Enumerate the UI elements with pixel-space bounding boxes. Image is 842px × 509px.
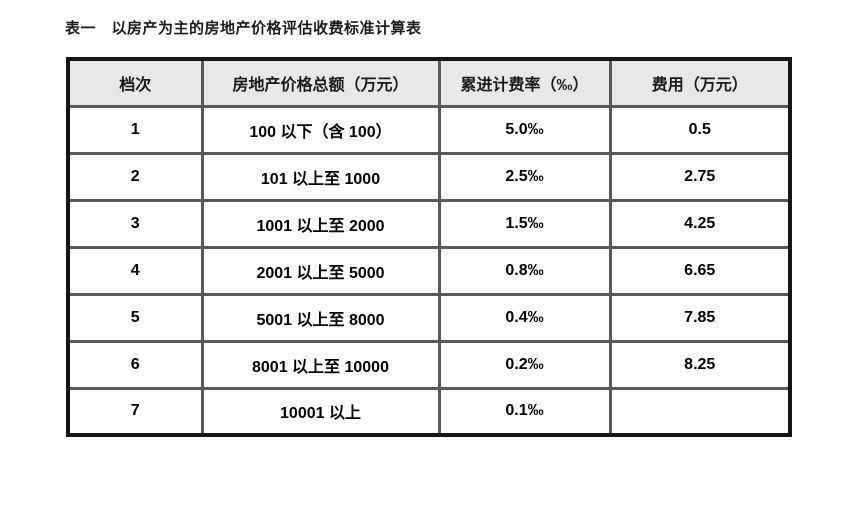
cell-rate: 0.2‰: [437, 339, 612, 390]
cell-price-range: 8001 以上至 10000: [200, 339, 441, 390]
cell-fee: 7.85: [608, 292, 792, 343]
cell-fee: 2.75: [608, 151, 792, 202]
fee-standard-table: 档次 房地产价格总额（万元） 累进计费率（‰） 费用（万元） 1 100 以下（…: [66, 57, 792, 437]
page-title: 表一 以房产为主的房地产价格评估收费标准计算表: [65, 20, 422, 37]
cell-price-range: 100 以下（含 100）: [200, 104, 441, 155]
cell-grade: 3: [66, 198, 204, 249]
table-row: 3 1001 以上至 2000 1.5‰ 4.25: [66, 198, 792, 249]
cell-price-range: 10001 以上: [200, 386, 441, 437]
cell-rate: 0.8‰: [437, 245, 612, 296]
cell-price-range: 5001 以上至 8000: [200, 292, 441, 343]
table-row: 1 100 以下（含 100） 5.0‰ 0.5: [66, 104, 792, 155]
table-header-row: 档次 房地产价格总额（万元） 累进计费率（‰） 费用（万元）: [66, 57, 792, 108]
cell-grade: 7: [66, 386, 204, 437]
cell-grade: 5: [66, 292, 204, 343]
cell-fee: 4.25: [608, 198, 792, 249]
cell-rate: 1.5‰: [437, 198, 612, 249]
header-grade: 档次: [66, 57, 204, 108]
cell-rate: 0.1‰: [437, 386, 612, 437]
table-row: 7 10001 以上 0.1‰: [66, 386, 792, 437]
cell-grade: 6: [66, 339, 204, 390]
table-row: 5 5001 以上至 8000 0.4‰ 7.85: [66, 292, 792, 343]
header-total-price: 房地产价格总额（万元）: [200, 57, 441, 108]
cell-grade: 4: [66, 245, 204, 296]
cell-price-range: 101 以上至 1000: [200, 151, 441, 202]
cell-fee: [608, 386, 792, 437]
cell-rate: 5.0‰: [437, 104, 612, 155]
header-progressive-rate: 累进计费率（‰）: [437, 57, 612, 108]
table-row: 4 2001 以上至 5000 0.8‰ 6.65: [66, 245, 792, 296]
cell-rate: 0.4‰: [437, 292, 612, 343]
cell-price-range: 1001 以上至 2000: [200, 198, 441, 249]
cell-price-range: 2001 以上至 5000: [200, 245, 441, 296]
cell-fee: 8.25: [608, 339, 792, 390]
table-row: 6 8001 以上至 10000 0.2‰ 8.25: [66, 339, 792, 390]
cell-grade: 1: [66, 104, 204, 155]
cell-fee: 0.5: [608, 104, 792, 155]
table-row: 2 101 以上至 1000 2.5‰ 2.75: [66, 151, 792, 202]
cell-rate: 2.5‰: [437, 151, 612, 202]
cell-fee: 6.65: [608, 245, 792, 296]
header-fee: 费用（万元）: [608, 57, 792, 108]
cell-grade: 2: [66, 151, 204, 202]
